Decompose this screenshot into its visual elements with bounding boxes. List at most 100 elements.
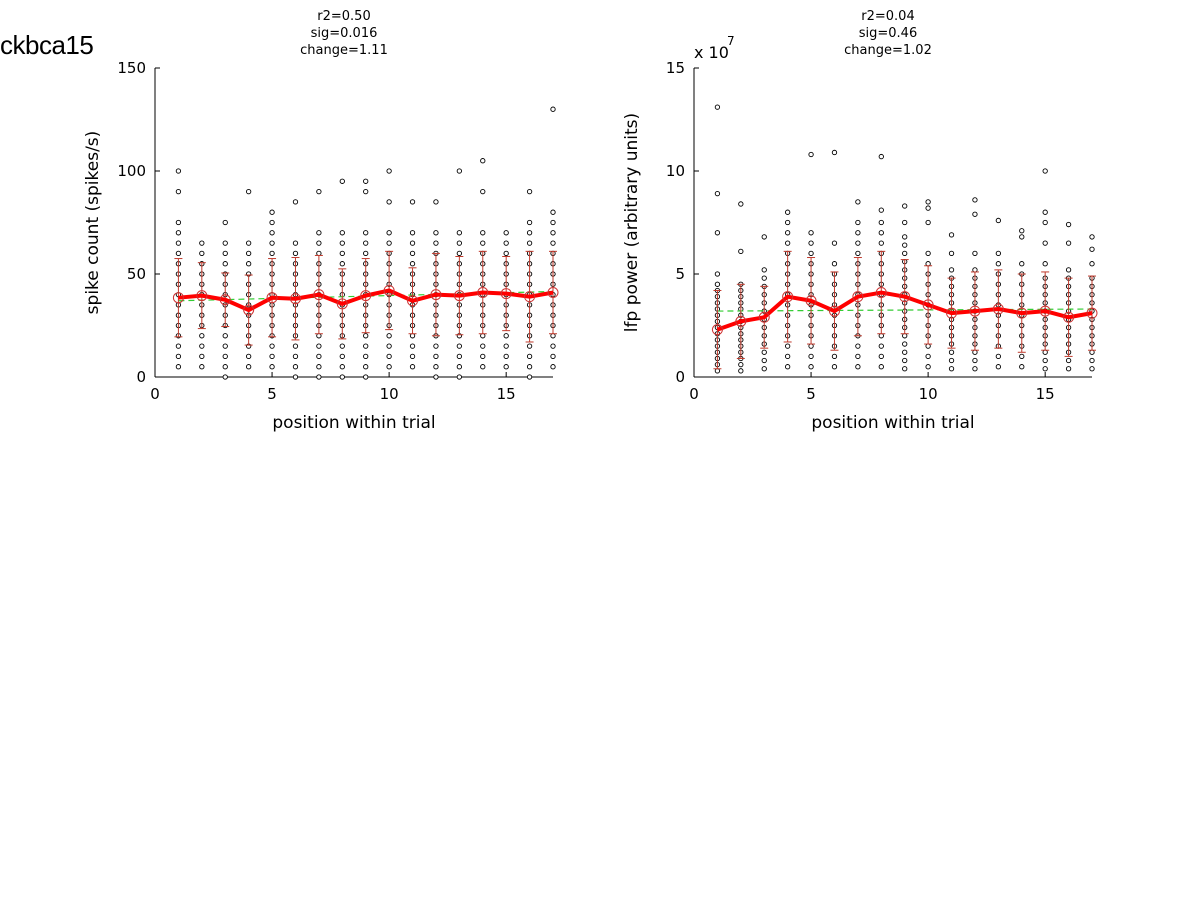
mean-line bbox=[716, 290, 1093, 332]
data-point bbox=[972, 197, 978, 203]
data-point bbox=[433, 364, 439, 370]
data-point bbox=[1019, 364, 1025, 370]
data-point bbox=[925, 353, 931, 360]
mean-marker bbox=[453, 290, 465, 302]
data-point bbox=[339, 343, 345, 349]
data-point bbox=[948, 232, 955, 238]
x-tick-label: 5 bbox=[806, 385, 816, 403]
data-point bbox=[925, 205, 931, 211]
data-point bbox=[199, 333, 205, 339]
x-tick-label: 0 bbox=[689, 385, 699, 403]
data-point bbox=[550, 333, 556, 339]
mean-marker bbox=[852, 291, 864, 303]
data-point bbox=[948, 366, 955, 372]
data-point bbox=[480, 353, 486, 360]
data-point bbox=[855, 250, 861, 257]
data-point bbox=[972, 366, 978, 372]
data-point bbox=[199, 240, 205, 246]
data-point bbox=[199, 364, 205, 370]
data-point bbox=[269, 343, 275, 349]
y-axis-label: lfp power (arbitrary units) bbox=[622, 113, 642, 332]
data-point bbox=[1089, 357, 1095, 364]
data-point bbox=[292, 343, 299, 349]
data-point bbox=[784, 230, 791, 236]
data-point bbox=[269, 209, 275, 215]
data-point bbox=[855, 219, 861, 226]
data-point bbox=[761, 267, 767, 273]
data-point bbox=[409, 333, 416, 339]
title-line: r2=0.50 bbox=[317, 9, 370, 24]
data-point bbox=[878, 207, 884, 213]
mean-marker bbox=[1039, 305, 1051, 317]
data-point bbox=[245, 250, 252, 257]
data-point bbox=[1042, 219, 1048, 226]
data-point bbox=[784, 240, 791, 246]
data-point bbox=[175, 219, 182, 226]
data-point bbox=[925, 364, 931, 370]
data-point bbox=[831, 240, 838, 246]
data-point bbox=[1042, 366, 1048, 372]
fit-line bbox=[717, 308, 1093, 312]
data-point bbox=[456, 353, 463, 360]
data-point bbox=[878, 364, 884, 370]
data-point bbox=[433, 230, 439, 236]
data-point bbox=[386, 333, 392, 339]
data-point bbox=[222, 219, 228, 226]
data-point bbox=[222, 353, 228, 360]
mean-marker bbox=[922, 299, 934, 311]
mean-marker bbox=[782, 291, 794, 303]
y-tick-label: 10 bbox=[666, 162, 685, 180]
data-point bbox=[480, 230, 486, 236]
data-point bbox=[714, 271, 721, 277]
data-point bbox=[292, 250, 299, 257]
data-point bbox=[808, 230, 814, 236]
data-point bbox=[550, 343, 556, 349]
data-point bbox=[761, 366, 767, 372]
title-line: r2=0.04 bbox=[861, 9, 914, 24]
data-point bbox=[761, 349, 767, 355]
data-point bbox=[503, 333, 509, 339]
data-point bbox=[316, 343, 322, 349]
data-point bbox=[948, 267, 955, 273]
data-point bbox=[1042, 261, 1048, 267]
data-point bbox=[433, 353, 439, 360]
data-point bbox=[339, 261, 345, 267]
data-point bbox=[714, 191, 721, 197]
data-point bbox=[456, 240, 463, 246]
y-tick-label: 50 bbox=[127, 265, 146, 283]
data-point bbox=[855, 353, 861, 360]
data-point bbox=[222, 261, 228, 267]
data-point bbox=[363, 188, 369, 195]
data-point bbox=[503, 240, 509, 246]
data-point bbox=[245, 240, 252, 246]
data-point bbox=[316, 364, 322, 370]
data-point bbox=[269, 250, 275, 257]
mean-marker bbox=[477, 287, 489, 299]
data-point bbox=[902, 203, 908, 209]
data-point bbox=[526, 188, 533, 195]
data-point bbox=[550, 364, 556, 370]
data-point bbox=[480, 158, 486, 164]
figure-label: ckbca15 bbox=[0, 30, 94, 60]
data-point bbox=[269, 364, 275, 370]
data-point bbox=[714, 104, 721, 110]
data-point bbox=[831, 261, 838, 267]
y-tick-label: 100 bbox=[117, 162, 146, 180]
data-point bbox=[878, 353, 884, 360]
data-point bbox=[526, 343, 533, 349]
data-point bbox=[714, 230, 721, 236]
data-point bbox=[526, 240, 533, 246]
data-point bbox=[292, 374, 299, 380]
data-point bbox=[339, 240, 345, 246]
data-point bbox=[526, 374, 533, 380]
data-point bbox=[339, 353, 345, 360]
mean-marker bbox=[430, 289, 442, 301]
data-point bbox=[902, 250, 908, 257]
data-point bbox=[972, 211, 978, 217]
data-point bbox=[550, 209, 556, 215]
data-point bbox=[222, 374, 228, 380]
data-point bbox=[409, 199, 416, 205]
title-line: change=1.02 bbox=[844, 43, 932, 58]
y-tick-label: 0 bbox=[675, 368, 685, 386]
